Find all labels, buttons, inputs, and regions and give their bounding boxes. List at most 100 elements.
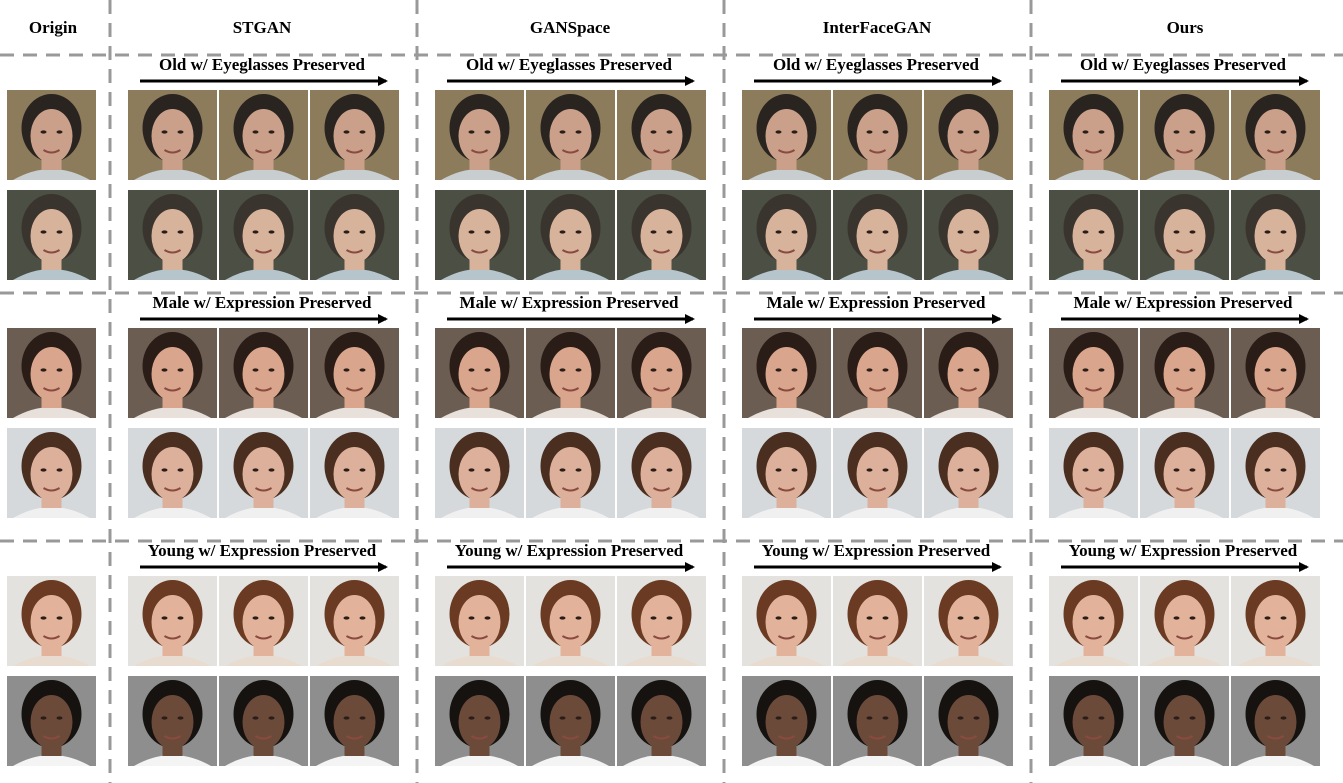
face (151, 209, 194, 263)
face (30, 595, 73, 649)
eye (650, 368, 657, 372)
eye (484, 468, 491, 472)
eye (359, 230, 366, 234)
face-image (1140, 328, 1229, 418)
face-image (742, 576, 831, 666)
mouth (254, 735, 273, 740)
mouth (868, 635, 887, 640)
eye (252, 130, 259, 134)
face (947, 595, 990, 649)
mouth (163, 149, 182, 154)
face-image (1140, 676, 1229, 766)
shoulders (532, 755, 609, 766)
mouth (652, 487, 671, 492)
mouth (42, 387, 61, 392)
mouth (42, 149, 61, 154)
eye (791, 616, 798, 620)
shoulders (225, 269, 302, 280)
shoulders (839, 269, 916, 280)
mouth (254, 149, 273, 154)
shoulders (13, 655, 90, 666)
face-image (1231, 428, 1320, 518)
mouth (254, 635, 273, 640)
face (242, 447, 285, 501)
section-label: Young w/ Expression Preserved (148, 541, 377, 560)
mouth (868, 249, 887, 254)
shoulders (13, 269, 90, 280)
face-image (1049, 90, 1138, 180)
eye (1082, 230, 1089, 234)
face (856, 347, 899, 401)
eye (666, 716, 673, 720)
eye (650, 230, 657, 234)
face (1072, 595, 1115, 649)
face (765, 109, 808, 163)
shoulders (839, 407, 916, 418)
shoulders (1237, 407, 1314, 418)
face-image (435, 190, 524, 280)
eye (343, 130, 350, 134)
eye (957, 716, 964, 720)
mouth (777, 735, 796, 740)
eye (1098, 616, 1105, 620)
eye (791, 230, 798, 234)
eye (791, 468, 798, 472)
face-image (617, 576, 706, 666)
face-image (617, 90, 706, 180)
face (458, 209, 501, 263)
shoulders (13, 169, 90, 180)
face (947, 209, 990, 263)
mouth (652, 387, 671, 392)
eye (268, 230, 275, 234)
mouth (163, 387, 182, 392)
shoulders (441, 169, 518, 180)
face (458, 595, 501, 649)
mouth (777, 387, 796, 392)
face-image (310, 676, 399, 766)
eye (559, 130, 566, 134)
shoulders (839, 755, 916, 766)
shoulders (316, 655, 393, 666)
face (1163, 209, 1206, 263)
face-image (7, 676, 96, 766)
column-header: STGAN (233, 18, 292, 37)
shoulders (13, 755, 90, 766)
eye (40, 368, 47, 372)
face (1163, 109, 1206, 163)
face (549, 447, 592, 501)
face (30, 109, 73, 163)
shoulders (1146, 755, 1223, 766)
mouth (163, 487, 182, 492)
eye (359, 616, 366, 620)
face-image (617, 428, 706, 518)
face (640, 447, 683, 501)
face (640, 347, 683, 401)
eye (1082, 468, 1089, 472)
mouth (254, 487, 273, 492)
mouth (470, 149, 489, 154)
eye (252, 368, 259, 372)
face-image (1231, 328, 1320, 418)
eye (1082, 616, 1089, 620)
eye (1264, 716, 1271, 720)
column-header: InterFaceGAN (823, 18, 932, 37)
mouth (345, 249, 364, 254)
mouth (470, 735, 489, 740)
face (1254, 347, 1297, 401)
eye (161, 616, 168, 620)
shoulders (13, 407, 90, 418)
face (549, 109, 592, 163)
face-image (7, 428, 96, 518)
eye (1280, 130, 1287, 134)
shoulders (441, 755, 518, 766)
eye (1173, 616, 1180, 620)
eye (666, 368, 673, 372)
mouth (345, 487, 364, 492)
eye (1173, 368, 1180, 372)
eye (666, 230, 673, 234)
eye (791, 130, 798, 134)
face-image (219, 428, 308, 518)
face (640, 595, 683, 649)
shoulders (441, 269, 518, 280)
mouth (1266, 149, 1285, 154)
